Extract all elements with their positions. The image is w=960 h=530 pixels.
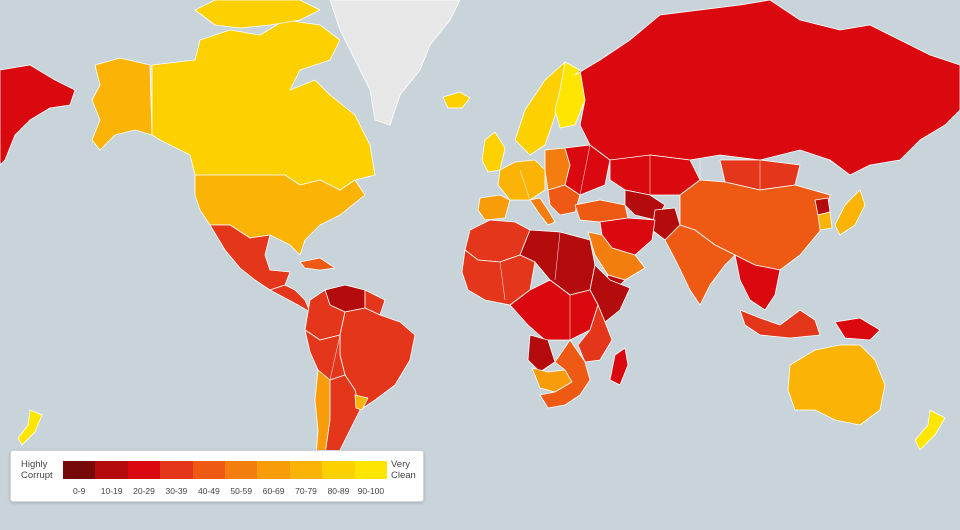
- region-southeast-asia[interactable]: [734, 254, 781, 311]
- region-alaska[interactable]: [91, 57, 153, 151]
- region-russia-west-wrap[interactable]: [0, 64, 76, 166]
- region-southern-africa[interactable]: [539, 339, 591, 409]
- region-australia[interactable]: [787, 344, 886, 426]
- legend-bin-label: 40-49: [197, 486, 220, 496]
- legend-swatch: [127, 461, 161, 484]
- legend-swatch: [225, 461, 258, 484]
- legend-bin-label: 10-19: [100, 486, 123, 496]
- region-iceland[interactable]: [442, 91, 471, 109]
- region-new-zealand-west-wrap[interactable]: [17, 409, 43, 446]
- border-lines: [329, 144, 761, 381]
- legend-bin-label: 60-69: [262, 486, 285, 496]
- legend-swatch: [354, 461, 388, 484]
- region-iberia[interactable]: [477, 194, 511, 221]
- region-new-zealand[interactable]: [914, 409, 946, 451]
- legend-tick-mark: [205, 480, 212, 484]
- legend-bin-label: 90-100: [357, 486, 385, 496]
- legend-low-line2: Corrupt: [21, 470, 53, 481]
- legend-tick-mark: [76, 480, 83, 484]
- legend-bin-label: 0-9: [73, 486, 86, 496]
- region-mexico[interactable]: [209, 224, 291, 291]
- region-kazakhstan[interactable]: [609, 154, 701, 196]
- legend-swatch: [192, 461, 226, 484]
- region-east-africa[interactable]: [577, 304, 613, 363]
- legend-tick-mark: [367, 480, 374, 484]
- region-angola[interactable]: [527, 334, 556, 373]
- legend-color-bar: [63, 461, 388, 484]
- legend-bin-label: 20-29: [133, 486, 155, 496]
- legend-tick-mark: [108, 480, 115, 484]
- legend-tick-mark: [173, 480, 180, 484]
- region-india[interactable]: [664, 224, 736, 306]
- legend-bin-label: 30-39: [165, 486, 188, 496]
- legend-tick-mark: [335, 480, 342, 484]
- region-italy[interactable]: [529, 197, 556, 226]
- legend-swatch: [95, 461, 128, 484]
- legend-bin-label: 70-79: [295, 486, 317, 496]
- legend-low-line1: Highly: [21, 459, 48, 470]
- region-korea-japan[interactable]: [817, 189, 866, 236]
- region-western-europe[interactable]: [497, 159, 546, 201]
- legend-bin-labels: 0-9 10-19 20-29 30-39 40-49 50-59 60-69 70-79 80…: [63, 486, 387, 496]
- legend-high-line1: Very: [391, 459, 411, 470]
- legend: Highly Corrupt 0-9 10-19 20-29 30-39 40-49 50…: [10, 450, 424, 502]
- region-arabian-peninsula[interactable]: [587, 231, 646, 281]
- legend-high-line2: Clean: [391, 470, 416, 481]
- region-greenland[interactable]: [329, 0, 461, 126]
- legend-swatch: [160, 461, 193, 484]
- region-central-america[interactable]: [269, 284, 311, 313]
- legend-low-label: Highly Corrupt: [21, 459, 66, 481]
- region-papua[interactable]: [834, 317, 881, 341]
- region-madagascar[interactable]: [609, 347, 629, 386]
- region-caribbean[interactable]: [299, 257, 336, 271]
- region-canada-islands[interactable]: [194, 0, 321, 29]
- legend-swatch: [63, 461, 96, 484]
- legend-bin-label: 50-59: [230, 486, 253, 496]
- legend-bin-label: 80-89: [327, 486, 350, 496]
- legend-high-label: Very Clean: [391, 459, 425, 481]
- legend-tick-mark: [303, 480, 310, 484]
- legend-swatch: [289, 461, 323, 484]
- legend-swatch: [322, 461, 355, 484]
- legend-tick-mark: [238, 480, 245, 484]
- region-uruguay[interactable]: [354, 394, 369, 411]
- legend-swatch: [257, 461, 290, 484]
- legend-tick-mark: [141, 480, 148, 484]
- legend-tick-mark: [270, 480, 277, 484]
- region-indonesia[interactable]: [739, 309, 821, 339]
